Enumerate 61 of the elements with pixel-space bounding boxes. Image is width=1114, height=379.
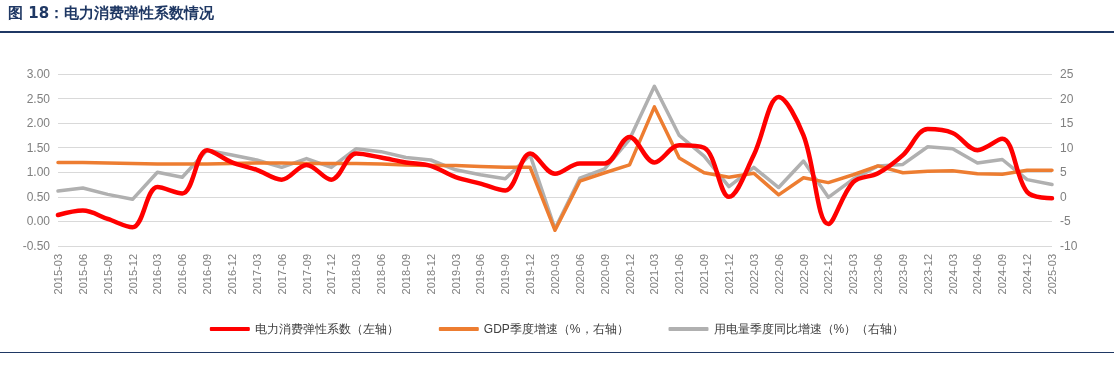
x-tick-label: 2021-12 [722,254,735,295]
y-tick-label: 2.50 [26,91,51,106]
x-tick-label: 2019-03 [449,254,462,295]
x-tick-label: 2017-03 [250,254,263,295]
legend-label: 电力消费弹性系数（左轴） [254,322,399,336]
y2-tick-label: 20 [1060,91,1074,106]
y-tick-label: 2.00 [26,116,51,131]
x-tick-label: 2021-09 [698,254,711,295]
x-tick-label: 2017-09 [300,254,313,295]
x-tick-label: 2018-12 [424,254,437,295]
x-tick-label: 2015-06 [76,254,89,295]
x-tick-label: 2015-09 [101,254,114,295]
y-tick-label: 3.00 [26,67,51,81]
x-tick-label: 2023-09 [896,254,909,295]
x-tick-label: 2020-06 [573,254,586,295]
y-tick-label: 1.00 [26,165,51,180]
x-tick-label: 2016-03 [151,254,164,295]
y-tick-label: 1.50 [26,140,51,155]
x-tick-label: 2018-09 [399,254,412,295]
y2-tick-label: 10 [1060,140,1074,155]
x-tick-label: 2020-12 [623,254,636,295]
x-tick-label: 2015-12 [126,254,139,295]
x-tick-label: 2024-12 [1021,254,1034,295]
x-tick-label: 2022-09 [797,254,810,295]
legend-label: GDP季度增速（%，右轴） [483,322,629,336]
y2-tick-label: 25 [1060,67,1074,81]
x-tick-label: 2018-06 [375,254,388,295]
x-tick-label: 2020-09 [598,254,611,295]
x-tick-label: 2021-06 [673,254,686,295]
x-tick-label: 2022-06 [772,254,785,295]
chart-title: 图 18：电力消费弹性系数情况 [8,4,215,23]
x-tick-label: 2022-12 [822,254,835,295]
y2-tick-label: 5 [1060,165,1067,180]
y-tick-label: 0.00 [26,214,51,229]
x-tick-label: 2015-03 [52,254,64,295]
x-tick-label: 2016-09 [201,254,214,295]
x-tick-label: 2024-06 [971,254,984,295]
x-tick-label: 2021-03 [648,254,661,295]
x-tick-label: 2019-09 [499,254,512,295]
x-tick-label: 2024-09 [996,254,1009,295]
y-tick-label: -0.50 [22,239,51,253]
x-tick-label: 2022-03 [747,254,760,295]
x-tick-label: 2017-12 [325,254,338,295]
x-tick-label: 2024-03 [946,254,959,295]
y2-tick-label: 0 [1060,189,1067,204]
y-tick-label: 0.50 [26,189,51,204]
x-tick-label: 2023-12 [921,254,934,295]
x-tick-label: 2016-12 [225,254,238,295]
x-tick-label: 2023-06 [872,254,885,295]
y2-tick-label: -5 [1060,214,1071,229]
x-tick-label: 2018-03 [350,254,363,295]
x-tick-label: 2023-03 [847,254,860,295]
y2-tick-label: 15 [1060,116,1074,131]
x-tick-label: 2020-03 [549,254,561,295]
x-tick-label: 2017-06 [275,254,288,295]
x-tick-label: 2025-03 [1046,254,1058,295]
x-tick-label: 2019-12 [524,254,537,295]
y2-tick-label: -10 [1060,239,1078,253]
x-tick-label: 2019-06 [474,254,487,295]
legend-label: 用电量季度同比增速（%）（右轴） [713,322,905,336]
x-tick-label: 2016-06 [176,254,189,295]
